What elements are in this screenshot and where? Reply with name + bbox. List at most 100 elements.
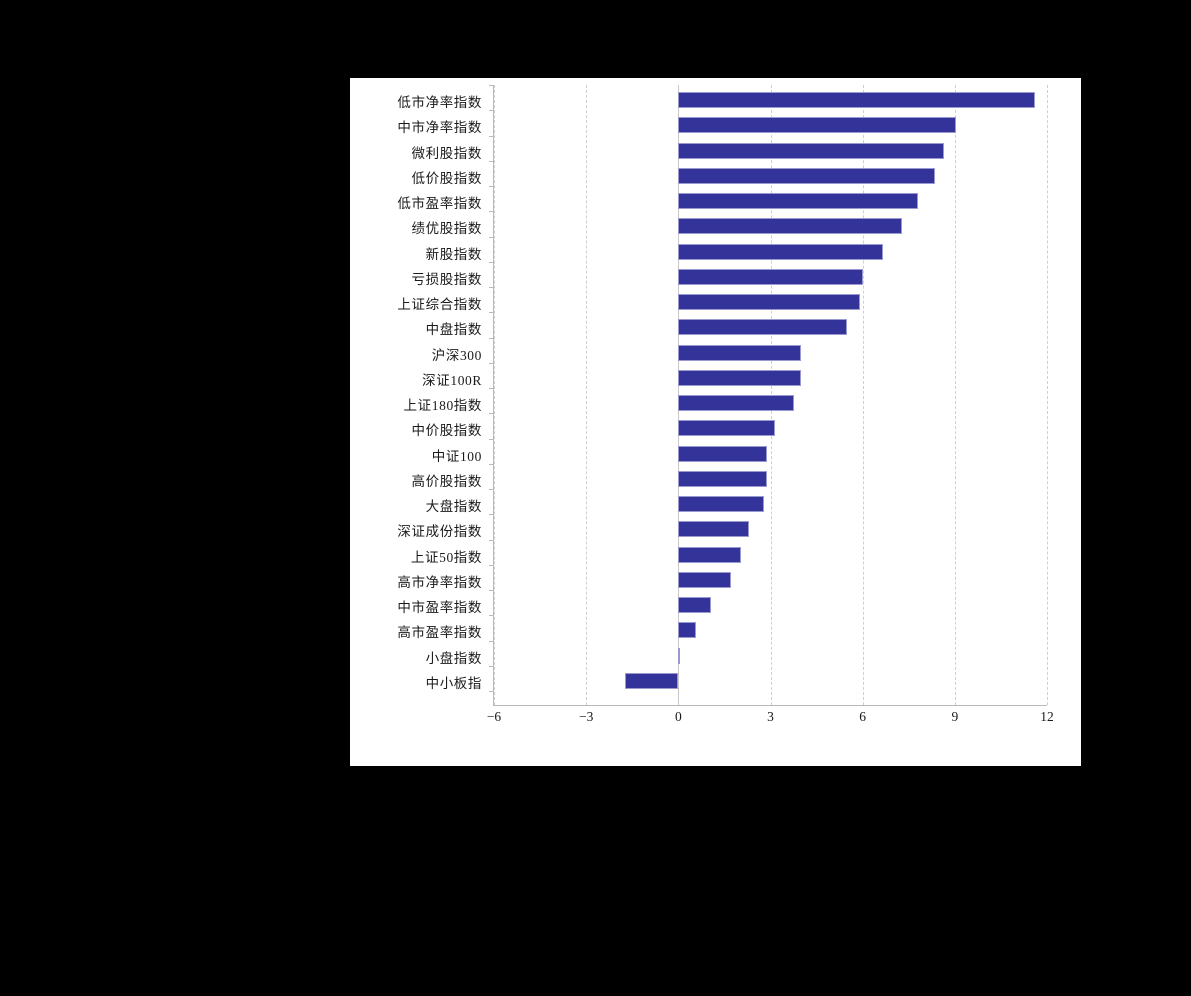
x-tick-label: −6	[486, 709, 502, 724]
bar[interactable]	[678, 597, 712, 614]
category-tick-mark	[489, 160, 494, 162]
bar[interactable]	[678, 445, 768, 462]
x-tick-label: −3	[578, 709, 594, 724]
x-tick-label: 6	[859, 709, 867, 724]
category-label: 小盘指数	[425, 650, 482, 666]
category-label: 微利股指数	[411, 145, 482, 161]
category-label: 中证100	[431, 448, 482, 464]
category-label: 绩优股指数	[411, 221, 482, 237]
bar-row	[494, 592, 1047, 618]
category-tick-mark	[489, 388, 494, 390]
bar[interactable]	[678, 218, 902, 235]
category-tick-mark	[489, 438, 494, 440]
category-tick-mark	[489, 691, 494, 693]
category-tick-mark	[489, 211, 494, 213]
bar-row	[494, 87, 1047, 113]
category-label: 中价股指数	[411, 423, 482, 439]
x-tick-label: 9	[951, 709, 959, 724]
category-tick-mark	[489, 135, 494, 137]
category-tick-mark	[489, 362, 494, 364]
bar[interactable]	[678, 193, 918, 210]
bar[interactable]	[678, 344, 801, 361]
bar[interactable]	[678, 496, 765, 513]
category-label: 大盘指数	[425, 499, 482, 515]
category-tick-mark	[489, 110, 494, 112]
bar[interactable]	[678, 167, 935, 184]
bar-row	[494, 617, 1047, 643]
bar[interactable]	[678, 117, 957, 134]
category-axis-labels: 低市净率指数 中市净率指数 微利股指数 低价股指数 低市盈率指数 绩优股指数 新股指数 亏损股…	[350, 85, 482, 705]
category-label: 低价股指数	[411, 170, 482, 186]
x-gridline	[770, 85, 772, 705]
bar[interactable]	[678, 420, 776, 437]
bar-row	[494, 340, 1047, 366]
category-tick-mark	[489, 489, 494, 491]
bar-row	[494, 415, 1047, 441]
bar-row	[494, 112, 1047, 138]
category-tick-mark	[489, 564, 494, 566]
bar-row	[494, 491, 1047, 517]
bar-row	[494, 289, 1047, 315]
category-label: 中市盈率指数	[397, 600, 482, 616]
bar[interactable]	[678, 470, 767, 487]
bar-row	[494, 314, 1047, 340]
chart-figure: 低市净率指数 中市净率指数 微利股指数 低价股指数 低市盈率指数 绩优股指数 新股指数 亏损股…	[350, 78, 1081, 766]
category-tick-mark	[489, 413, 494, 415]
category-tick-mark	[489, 337, 494, 339]
bar[interactable]	[678, 142, 945, 159]
category-label: 亏损股指数	[411, 271, 482, 287]
category-tick-mark	[489, 665, 494, 667]
category-tick-mark	[489, 186, 494, 188]
bar[interactable]	[678, 571, 732, 588]
category-label: 高价股指数	[411, 473, 482, 489]
x-gridline	[1047, 85, 1048, 705]
category-label: 沪深300	[431, 347, 482, 363]
category-tick-mark	[489, 463, 494, 465]
bar[interactable]	[678, 546, 741, 563]
category-label: 深证成份指数	[397, 524, 482, 540]
bar-row	[494, 390, 1047, 416]
category-tick-mark	[489, 590, 494, 592]
x-tick-label: 0	[674, 709, 682, 724]
category-label: 上证综合指数	[397, 297, 482, 313]
bar[interactable]	[678, 369, 801, 386]
category-tick-mark	[489, 539, 494, 541]
x-gridline	[862, 85, 864, 705]
bar[interactable]	[678, 395, 795, 412]
bar-row	[494, 163, 1047, 189]
bar[interactable]	[678, 622, 697, 639]
category-label: 上证50指数	[410, 549, 482, 565]
category-tick-mark	[489, 287, 494, 289]
bar[interactable]	[678, 521, 749, 538]
bar-row	[494, 213, 1047, 239]
category-label: 中市净率指数	[397, 120, 482, 136]
bar[interactable]	[678, 319, 848, 336]
bar[interactable]	[678, 294, 860, 311]
bar[interactable]	[625, 672, 679, 689]
bar-row	[494, 516, 1047, 542]
x-gridline	[954, 85, 956, 705]
bar-row	[494, 188, 1047, 214]
x-tick-label: 12	[1040, 709, 1054, 724]
bar-row	[494, 668, 1047, 694]
bar[interactable]	[678, 243, 883, 260]
category-label: 深证100R	[422, 372, 482, 388]
category-label: 低市净率指数	[397, 95, 482, 110]
x-tick-label: 3	[767, 709, 774, 724]
category-label: 高市净率指数	[397, 574, 482, 590]
category-label: 新股指数	[425, 246, 482, 262]
x-gridline	[494, 85, 495, 705]
bar-row	[494, 264, 1047, 290]
x-gridline	[586, 85, 588, 705]
bar[interactable]	[678, 268, 864, 285]
category-tick-mark	[489, 615, 494, 617]
bar-row	[494, 239, 1047, 265]
category-tick-mark	[489, 236, 494, 238]
category-label: 高市盈率指数	[397, 625, 482, 641]
bar-row	[494, 542, 1047, 568]
category-label: 中小板指	[425, 675, 482, 691]
bar[interactable]	[678, 92, 1035, 108]
category-label: 上证180指数	[403, 398, 482, 414]
category-tick-mark	[489, 312, 494, 314]
bar[interactable]	[678, 647, 681, 664]
